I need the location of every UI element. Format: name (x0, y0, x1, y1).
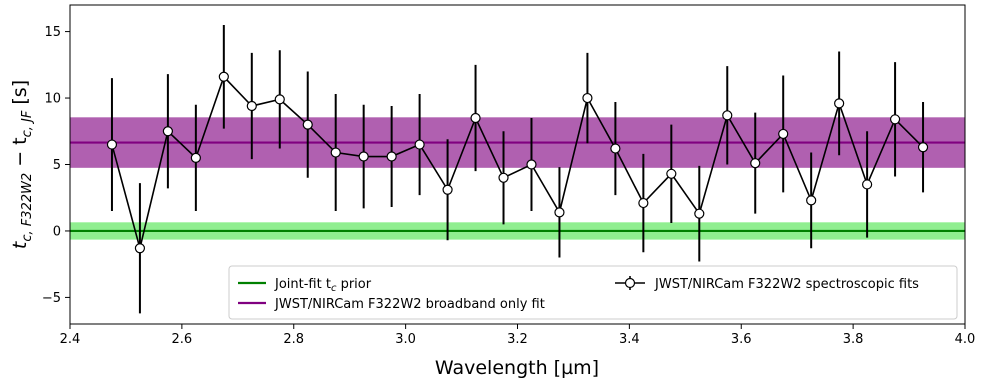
x-tick-label: 3.8 (843, 332, 864, 347)
data-point (554, 207, 565, 218)
data-point (162, 126, 173, 137)
points-layer (106, 71, 929, 254)
data-point (470, 112, 481, 124)
data-point (414, 139, 425, 150)
x-tick-label: 2.6 (172, 332, 193, 347)
series-line (111, 75, 924, 249)
data-point (442, 184, 453, 195)
legend-spectro-label: JWST/NIRCam F322W2 spectroscopic fits (654, 277, 919, 292)
y-axis: −5 0 5 10 15 (42, 25, 70, 306)
y-axis-label: tc, F322W2 − tc, JF [s] (9, 80, 35, 249)
data-point (694, 208, 705, 219)
data-point (330, 147, 341, 158)
data-point (834, 98, 845, 109)
y-tick-label: 0 (53, 224, 61, 239)
x-tick-label: 3.2 (507, 332, 528, 347)
data-point (638, 197, 649, 209)
data-point (246, 100, 257, 112)
data-point (862, 179, 873, 190)
x-axis-label: Wavelength [µm] (435, 357, 599, 379)
data-point (274, 94, 285, 105)
x-tick-label: 2.4 (60, 332, 81, 347)
data-point (917, 142, 929, 153)
bands-layer (70, 117, 965, 240)
y-label-sub2: c, JF (20, 110, 35, 137)
data-point (750, 158, 761, 169)
y-label-sub1: c, F322W2 (20, 173, 35, 242)
data-point (218, 71, 229, 82)
y-tick-label: −5 (42, 291, 61, 306)
data-point (358, 151, 369, 162)
data-point (722, 110, 733, 121)
legend-prior-text: Joint-fit t (274, 277, 331, 292)
data-point (386, 151, 397, 162)
y-tick-label: 15 (44, 25, 61, 40)
data-point (190, 152, 201, 163)
y-tick-label: 5 (53, 158, 61, 173)
x-tick-label: 2.8 (283, 332, 304, 347)
y-label-minus: − t (9, 137, 31, 172)
y-label-unit: [s] (9, 80, 31, 111)
x-axis: 2.4 2.6 2.8 3.0 3.2 3.4 3.6 3.8 4.0 (60, 324, 976, 347)
x-tick-label: 3.4 (619, 332, 640, 347)
data-point (778, 128, 789, 140)
x-tick-label: 3.0 (395, 332, 416, 347)
data-point (134, 243, 146, 254)
data-point (610, 143, 621, 154)
data-point (582, 92, 593, 104)
legend-prior-tail: prior (336, 277, 371, 292)
data-point (498, 172, 509, 183)
data-point (106, 139, 118, 150)
legend-prior-sub: c (331, 283, 337, 294)
data-point (666, 168, 677, 179)
legend-prior-label: Joint-fit tc prior (274, 277, 372, 294)
data-point (806, 195, 817, 206)
legend: Joint-fit tc prior JWST/NIRCam F322W2 br… (228, 265, 958, 320)
legend-box (228, 265, 958, 320)
y-tick-label: 10 (44, 92, 61, 107)
x-tick-label: 4.0 (955, 332, 976, 347)
x-tick-label: 3.6 (731, 332, 752, 347)
data-point (302, 119, 313, 130)
y-label-t1: t (9, 240, 31, 249)
legend-spectro-swatch-marker (624, 277, 636, 289)
data-point (889, 114, 901, 125)
legend-broadband-label: JWST/NIRCam F322W2 broadband only fit (274, 297, 545, 312)
data-point (526, 159, 537, 170)
